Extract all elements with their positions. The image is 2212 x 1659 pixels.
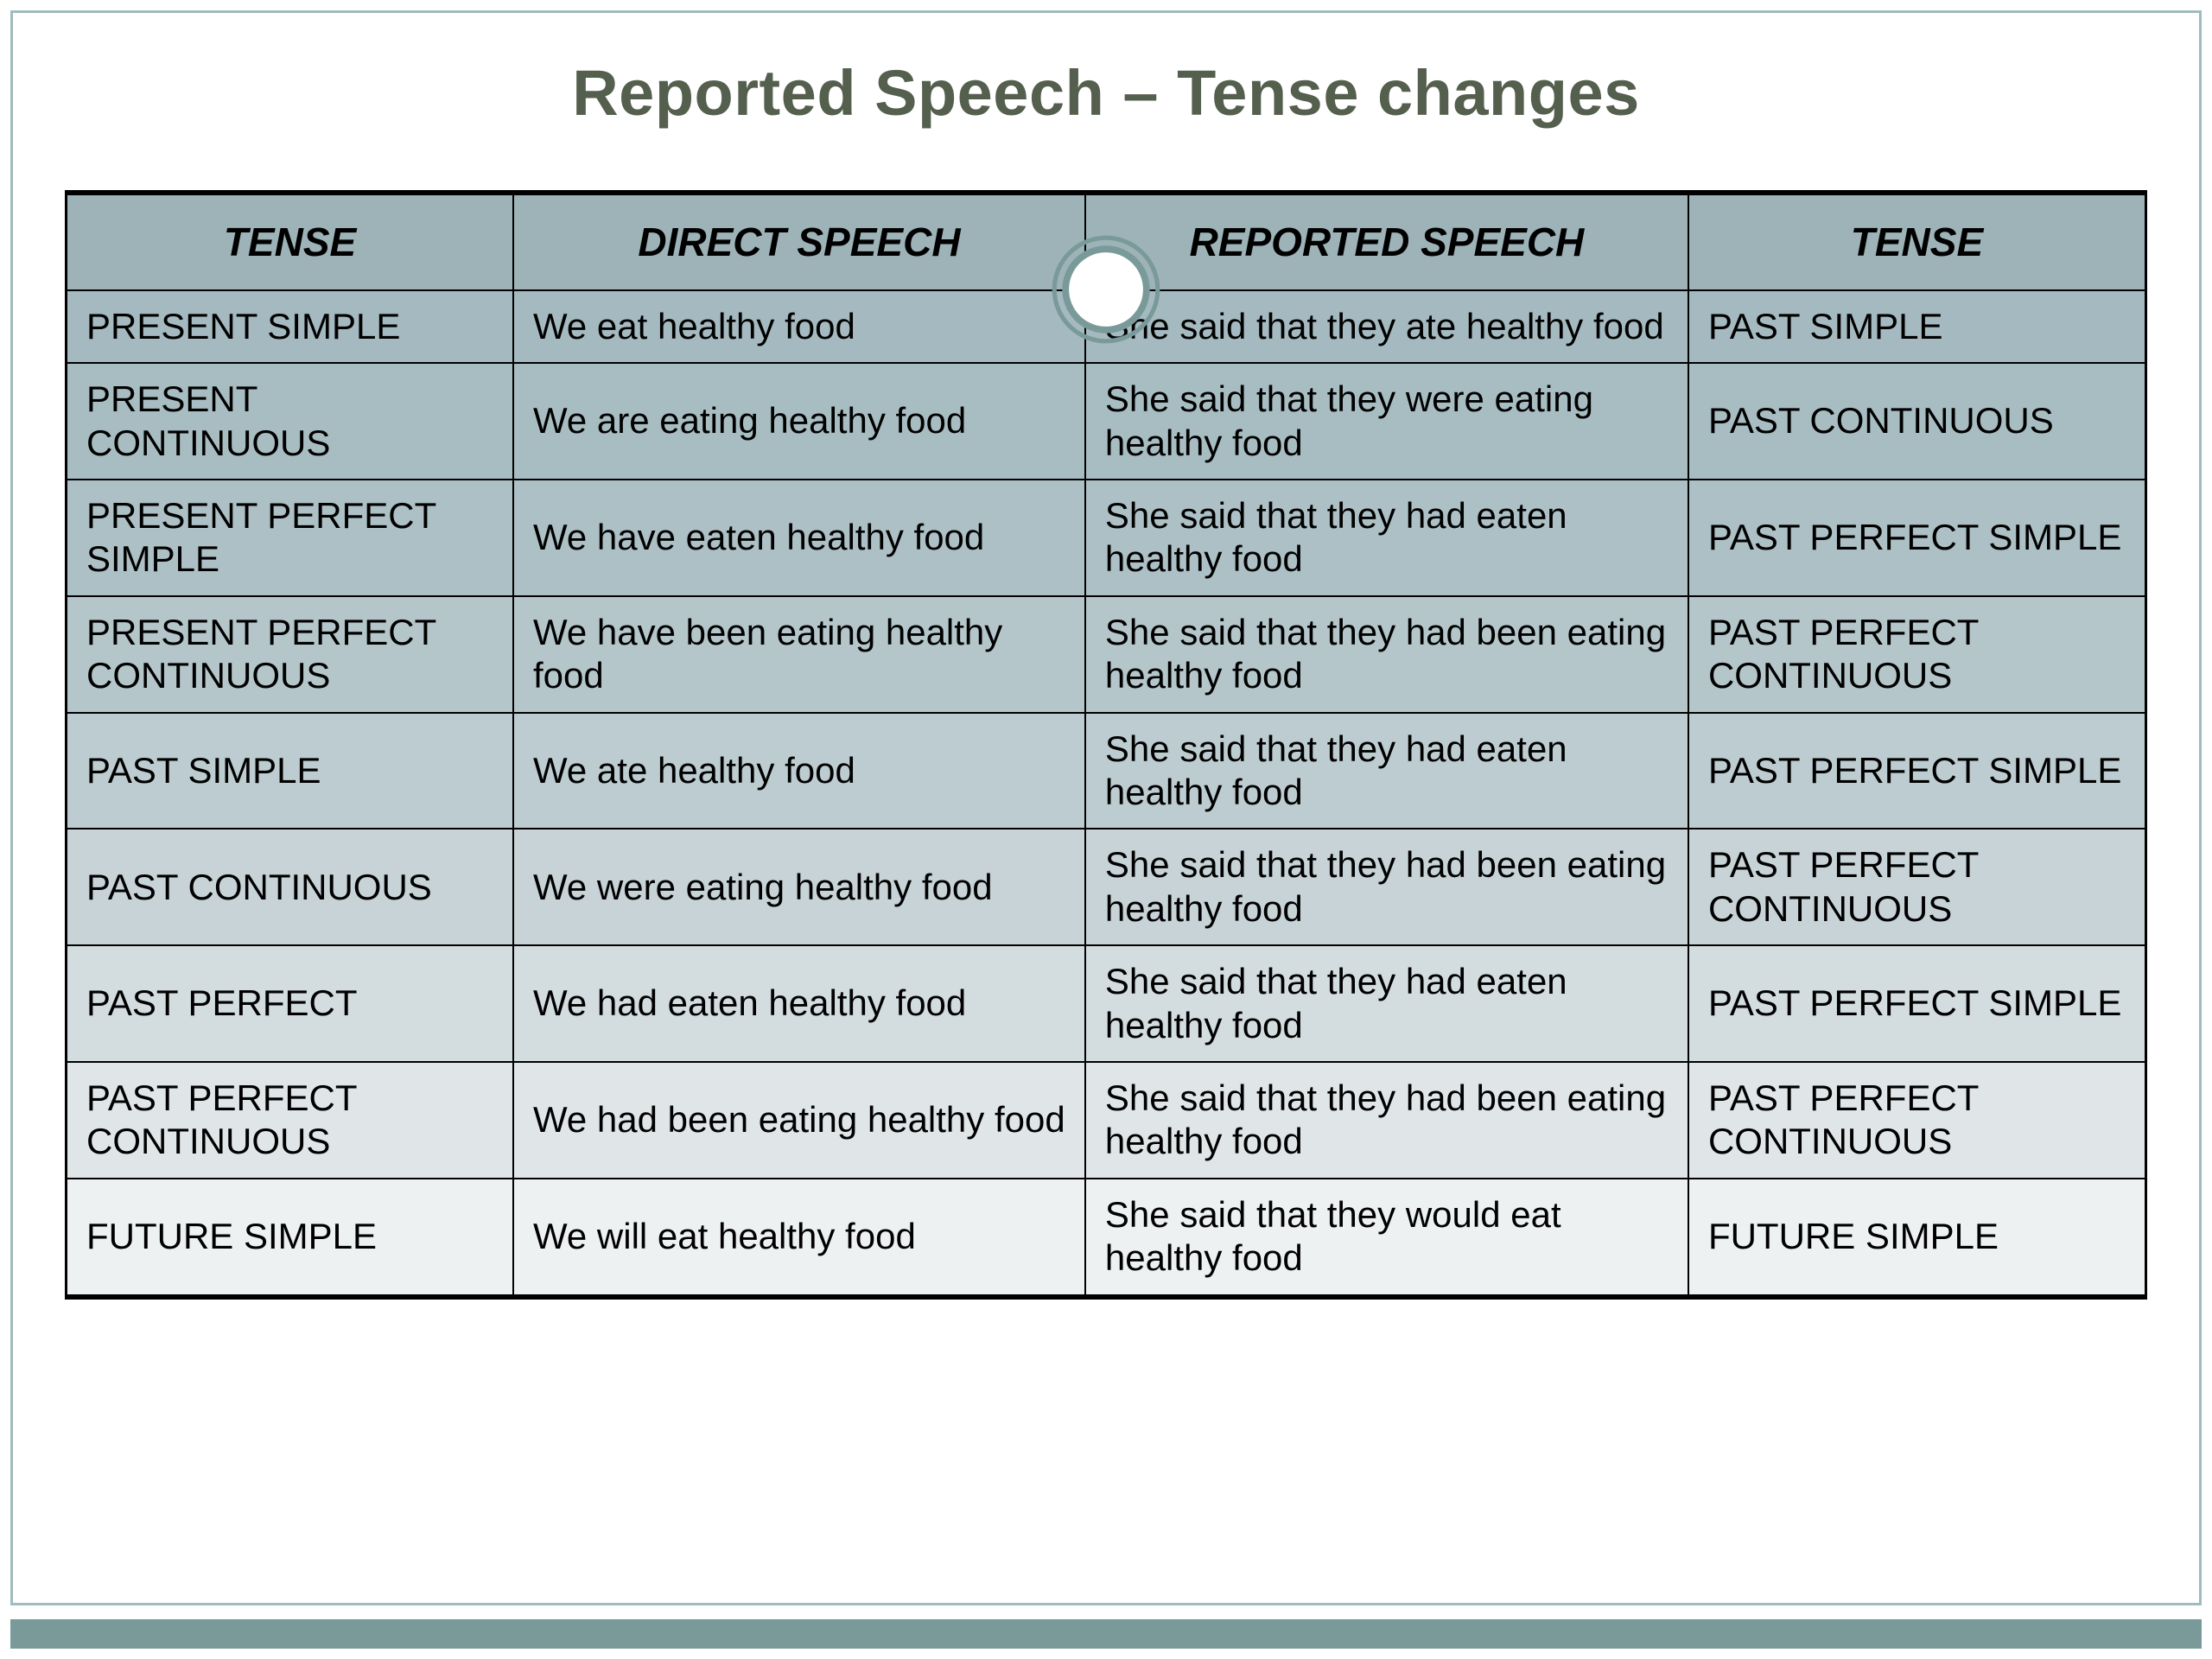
cell-direct: We were eating healthy food xyxy=(513,829,1085,945)
cell-reported: She said that they had been eating healt… xyxy=(1085,829,1688,945)
cell-reported: She said that they had been eating healt… xyxy=(1085,1062,1688,1179)
col-header-direct: DIRECT SPEECH xyxy=(513,193,1085,290)
cell-direct: We eat healthy food xyxy=(513,290,1085,363)
col-header-tense-from: TENSE xyxy=(67,193,514,290)
cell-tense-to: PAST PERFECT SIMPLE xyxy=(1688,480,2146,596)
col-header-reported: REPORTED SPEECH xyxy=(1085,193,1688,290)
tense-table-body: PRESENT SIMPLE We eat healthy food She s… xyxy=(67,290,2146,1297)
table-row: PRESENT PERFECT CONTINUOUS We have been … xyxy=(67,596,2146,713)
tense-table-wrap: TENSE DIRECT SPEECH REPORTED SPEECH TENS… xyxy=(65,190,2147,1300)
cell-tense-to: PAST CONTINUOUS xyxy=(1688,363,2146,480)
cell-tense-to: PAST PERFECT CONTINUOUS xyxy=(1688,596,2146,713)
cell-reported: She said that they had eaten healthy foo… xyxy=(1085,480,1688,596)
cell-reported: She said that they had eaten healthy foo… xyxy=(1085,945,1688,1062)
cell-reported: She said that they had been eating healt… xyxy=(1085,596,1688,713)
cell-tense-from: PRESENT SIMPLE xyxy=(67,290,514,363)
table-row: PAST CONTINUOUS We were eating healthy f… xyxy=(67,829,2146,945)
cell-tense-from: PRESENT PERFECT SIMPLE xyxy=(67,480,514,596)
cell-tense-to: PAST PERFECT SIMPLE xyxy=(1688,945,2146,1062)
cell-reported: She said that they had eaten healthy foo… xyxy=(1085,713,1688,830)
slide-content: Reported Speech – Tense changes TENSE DI… xyxy=(10,10,2202,1605)
cell-tense-to: FUTURE SIMPLE xyxy=(1688,1179,2146,1297)
page-title: Reported Speech – Tense changes xyxy=(65,56,2147,130)
cell-direct: We had eaten healthy food xyxy=(513,945,1085,1062)
cell-direct: We are eating healthy food xyxy=(513,363,1085,480)
cell-reported: She said that they would eat healthy foo… xyxy=(1085,1179,1688,1297)
table-row: PAST SIMPLE We ate healthy food She said… xyxy=(67,713,2146,830)
cell-tense-from: PAST PERFECT xyxy=(67,945,514,1062)
footer-bar xyxy=(10,1616,2202,1649)
cell-direct: We will eat healthy food xyxy=(513,1179,1085,1297)
table-row: PRESENT CONTINUOUS We are eating healthy… xyxy=(67,363,2146,480)
cell-tense-from: PRESENT CONTINUOUS xyxy=(67,363,514,480)
cell-reported: She said that they ate healthy food xyxy=(1085,290,1688,363)
cell-direct: We have eaten healthy food xyxy=(513,480,1085,596)
tense-table: TENSE DIRECT SPEECH REPORTED SPEECH TENS… xyxy=(65,190,2147,1300)
table-row: FUTURE SIMPLE We will eat healthy food S… xyxy=(67,1179,2146,1297)
slide-frame: Reported Speech – Tense changes TENSE DI… xyxy=(0,0,2212,1659)
cell-tense-from: PAST SIMPLE xyxy=(67,713,514,830)
cell-direct: We had been eating healthy food xyxy=(513,1062,1085,1179)
cell-tense-from: PAST CONTINUOUS xyxy=(67,829,514,945)
cell-tense-to: PAST PERFECT CONTINUOUS xyxy=(1688,1062,2146,1179)
cell-tense-from: FUTURE SIMPLE xyxy=(67,1179,514,1297)
cell-tense-from: PAST PERFECT CONTINUOUS xyxy=(67,1062,514,1179)
cell-reported: She said that they were eating healthy f… xyxy=(1085,363,1688,480)
col-header-tense-to: TENSE xyxy=(1688,193,2146,290)
cell-tense-from: PRESENT PERFECT CONTINUOUS xyxy=(67,596,514,713)
table-row: PAST PERFECT We had eaten healthy food S… xyxy=(67,945,2146,1062)
cell-tense-to: PAST PERFECT CONTINUOUS xyxy=(1688,829,2146,945)
cell-direct: We ate healthy food xyxy=(513,713,1085,830)
table-row: PRESENT PERFECT SIMPLE We have eaten hea… xyxy=(67,480,2146,596)
table-row: PAST PERFECT CONTINUOUS We had been eati… xyxy=(67,1062,2146,1179)
cell-tense-to: PAST SIMPLE xyxy=(1688,290,2146,363)
cell-direct: We have been eating healthy food xyxy=(513,596,1085,713)
ring-decoration-icon xyxy=(1050,233,1162,346)
cell-tense-to: PAST PERFECT SIMPLE xyxy=(1688,713,2146,830)
